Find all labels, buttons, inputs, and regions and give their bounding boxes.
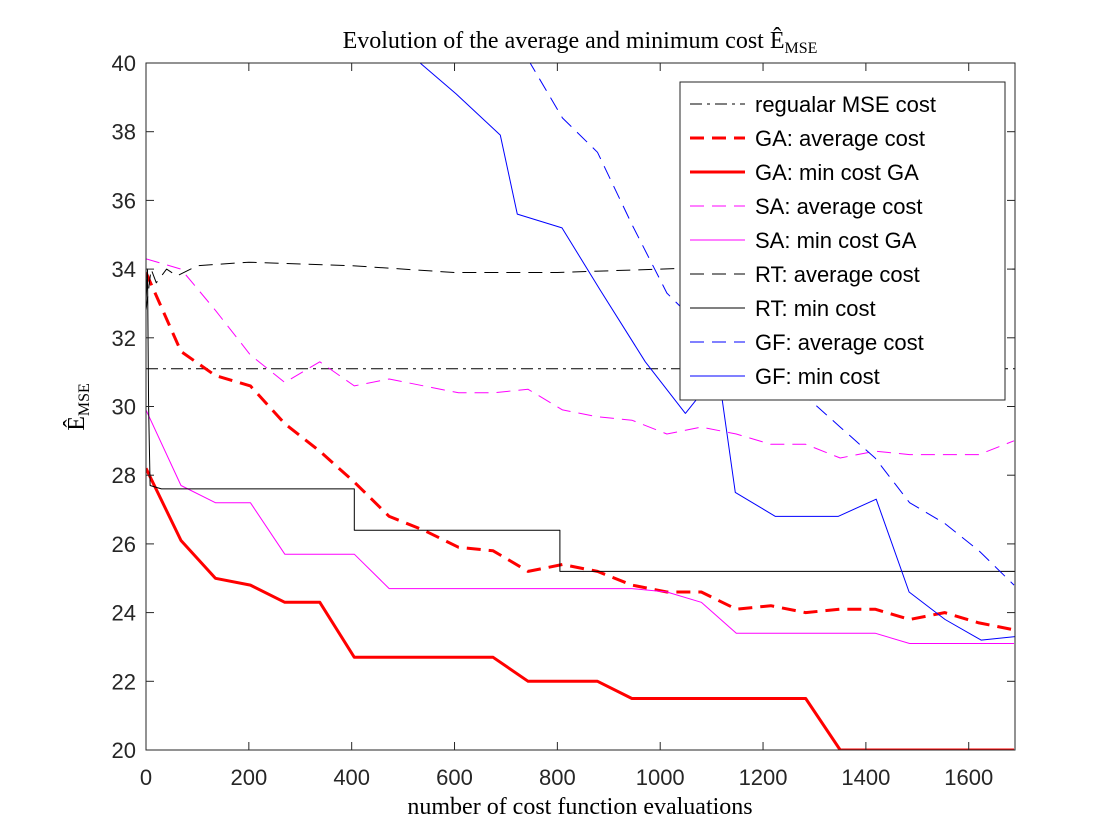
x-tick-label: 1600 — [944, 765, 993, 790]
legend-label: SA: min cost GA — [755, 228, 917, 253]
series-line — [146, 261, 1015, 311]
chart-title: Evolution of the average and minimum cos… — [343, 28, 818, 57]
series-line — [146, 258, 1015, 459]
x-tick-label: 400 — [333, 765, 370, 790]
title-subscript: MSE — [784, 40, 817, 57]
x-tick-label: 1000 — [636, 765, 685, 790]
ticks: 0 200 400 600 800 1000 1200 1400 1600 20 22 24 26 28 3… — [112, 51, 1015, 790]
legend-label: SA: average cost — [755, 194, 923, 219]
series-line — [146, 467, 1014, 750]
y-label-main: Ê — [64, 416, 90, 431]
series-line — [146, 409, 1014, 644]
legend-label: RT: min cost — [755, 296, 876, 321]
y-tick-label: 34 — [112, 257, 136, 282]
x-tick-label: 800 — [539, 765, 576, 790]
x-axis-label: number of cost function evaluations — [407, 794, 752, 820]
y-label-subscript: MSE — [76, 383, 93, 416]
legend: regualar MSE cost GA: average cost GA: min… — [679, 81, 1006, 401]
y-tick-label: 28 — [112, 463, 136, 488]
y-tick-label: 38 — [112, 120, 136, 145]
y-tick-label: 30 — [112, 395, 136, 420]
x-tick-label: 1400 — [841, 765, 890, 790]
y-axis-label: ÊMSE — [64, 383, 93, 431]
legend-label: GF: min cost — [755, 364, 880, 389]
y-tick-label: 24 — [112, 601, 136, 626]
y-tick-label: 36 — [112, 188, 136, 213]
y-tick-label: 26 — [112, 532, 136, 557]
y-tick-label: 22 — [112, 669, 136, 694]
x-tick-label: 200 — [230, 765, 267, 790]
y-tick-label: 40 — [112, 51, 136, 76]
legend-label: regualar MSE cost — [755, 92, 936, 117]
y-tick-label: 32 — [112, 326, 136, 351]
legend-label: GF: average cost — [755, 330, 924, 355]
legend-box — [679, 81, 1006, 401]
y-tick-label: 20 — [112, 738, 136, 763]
legend-label: RT: average cost — [755, 262, 920, 287]
x-tick-label: 600 — [436, 765, 473, 790]
series-line — [146, 271, 1015, 632]
x-tick-label: 0 — [140, 765, 152, 790]
x-tick-label: 1200 — [739, 765, 788, 790]
legend-label: GA: min cost GA — [755, 160, 919, 185]
title-main: Evolution of the average and minimum cos… — [343, 28, 785, 54]
legend-label: GA: average cost — [755, 126, 925, 151]
